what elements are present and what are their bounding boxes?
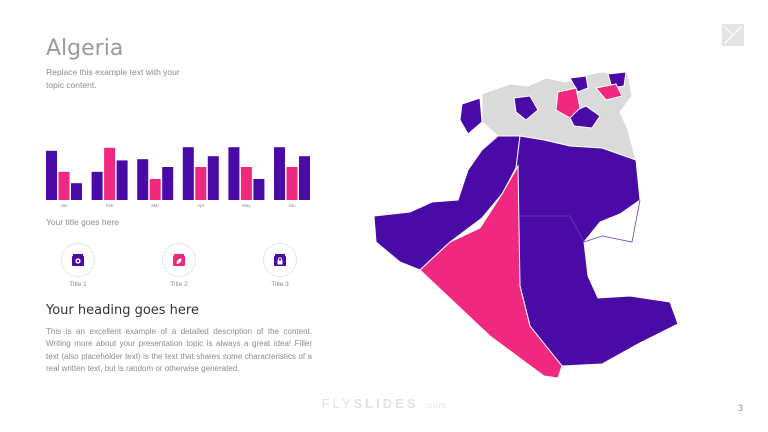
icon-label: Title 2	[170, 281, 188, 288]
icon-item-3: Title 3	[250, 243, 310, 288]
x-tick-label: Apr	[197, 203, 205, 208]
icon-circle	[263, 243, 297, 277]
page-number: 3	[738, 403, 744, 413]
icon-label: Title 1	[69, 281, 87, 288]
map-region-east-small	[569, 75, 589, 93]
bar-jun-s1	[274, 147, 285, 200]
bar-mar-s3	[162, 167, 174, 200]
x-tick-label: Jan	[60, 203, 68, 208]
section-heading: Your heading goes here	[46, 303, 199, 318]
map-region-center-line	[520, 215, 585, 243]
footer-brand: FLYSLIDES .com	[0, 396, 768, 411]
x-tick-label: Mar	[151, 203, 159, 208]
bar-may-s3	[253, 179, 265, 200]
bar-feb-s1	[91, 171, 103, 200]
bar-feb-s3	[116, 160, 128, 200]
bar-jan-s2	[58, 171, 70, 200]
bar-apr-s3	[207, 156, 219, 200]
bar-mar-s1	[137, 159, 149, 200]
bar-jun-s2	[286, 167, 298, 200]
slide-subtitle: Replace this example text with your topi…	[46, 67, 180, 90]
icon-circle	[162, 243, 196, 277]
building-icon	[72, 254, 84, 266]
x-tick-label: Feb	[106, 203, 114, 208]
map-region-southeast-line	[583, 199, 641, 243]
icon-item-2: Title 2	[149, 243, 209, 288]
bar-apr-s1	[182, 147, 194, 200]
bar-jan-s3	[71, 183, 82, 200]
map-region-pink-south	[419, 164, 563, 379]
bar-jan-s1	[46, 150, 57, 200]
footer-brand-name: SLIDES	[353, 396, 419, 411]
bar-mar-s2	[149, 179, 161, 200]
bar-feb-s2	[104, 147, 116, 200]
slide-title: Algeria	[46, 36, 124, 61]
icon-circle	[61, 243, 95, 277]
map-region-far-east	[607, 71, 627, 89]
bar-may-s1	[228, 147, 240, 200]
map-region-pink-east	[595, 83, 623, 101]
x-tick-label: Jun	[288, 203, 296, 208]
chart-title: Your title goes here	[46, 217, 119, 227]
bar-chart: Jan Feb Mar Apr May Jun	[46, 147, 310, 208]
bar-jun-s3	[299, 156, 310, 200]
icon-item-1: Title 1	[48, 243, 108, 288]
algeria-map	[373, 71, 679, 379]
map-region-north-central	[513, 95, 539, 121]
body-paragraph: This is an excellent example of a detail…	[46, 327, 312, 373]
icon-label: Title 3	[271, 281, 289, 288]
building-leaf-icon	[173, 254, 185, 266]
x-tick-label: May	[242, 203, 251, 208]
logo-icon	[722, 24, 744, 46]
footer-tld: .com	[425, 401, 447, 410]
building-lock-icon	[274, 254, 286, 266]
bar-may-s2	[240, 167, 252, 200]
bar-apr-s2	[195, 167, 207, 200]
map-region-center	[515, 135, 679, 367]
map-region-pink-north	[555, 87, 581, 119]
map-region-northwest	[459, 97, 483, 135]
footer-prefix: FLY	[321, 396, 354, 411]
